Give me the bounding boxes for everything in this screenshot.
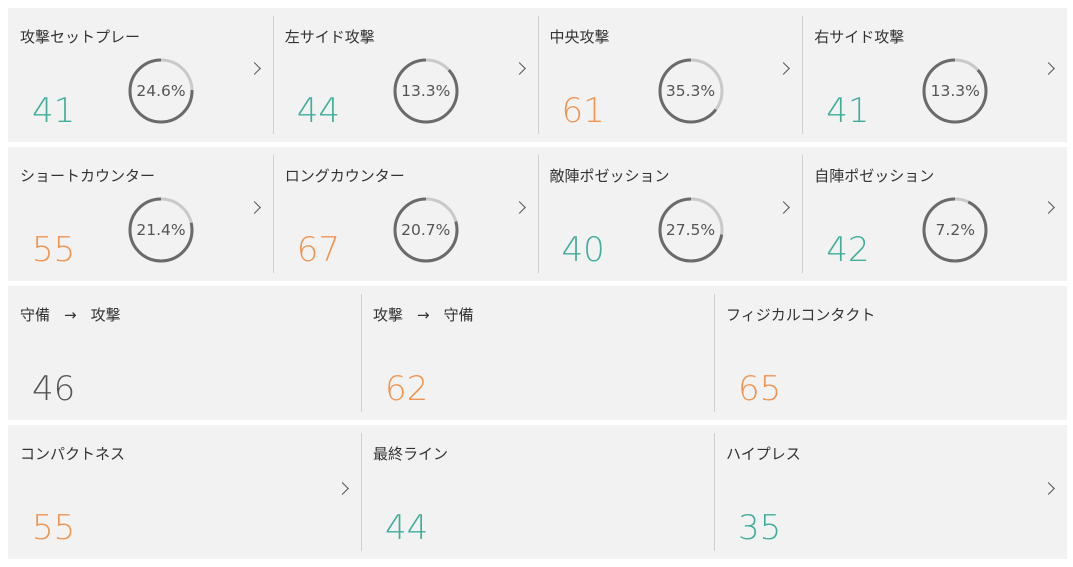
- chevron-right-icon[interactable]: [1042, 62, 1055, 75]
- label-from: 守備: [20, 306, 51, 324]
- card-value: 40: [561, 230, 605, 270]
- card-own-half-possession[interactable]: 自陣ポゼッション 42 7.2%: [802, 147, 1067, 281]
- percentage-ring: 13.3%: [393, 58, 459, 124]
- arrow-right-icon: →: [64, 306, 77, 324]
- percentage-ring: 35.3%: [658, 58, 724, 124]
- label-to: 守備: [443, 306, 474, 324]
- card-label: 中央攻撃: [549, 28, 610, 46]
- card-label: フィジカルコンタクト: [726, 306, 876, 324]
- card-attack-to-defense[interactable]: 攻撃 → 守備 62: [361, 286, 714, 420]
- card-center-attack[interactable]: 中央攻撃 61 35.3%: [537, 8, 803, 142]
- percentage-label: 7.2%: [935, 221, 975, 239]
- card-value: 67: [296, 230, 341, 270]
- card-label: 敵陣ポゼッション: [549, 167, 670, 185]
- card-value: 41: [826, 91, 870, 131]
- attack-pattern-row: 攻撃セットプレー 41 24.6% 左サイド攻撃 44 13.3% 中央攻撃 6…: [8, 8, 1067, 142]
- counter-possession-row: ショートカウンター 55 21.4% ロングカウンター 67 20.7% 敵陣ポ…: [8, 147, 1067, 281]
- percentage-ring: 20.7%: [393, 197, 459, 263]
- percentage-label: 20.7%: [401, 221, 451, 239]
- chevron-right-icon[interactable]: [247, 201, 261, 214]
- card-left-side-attack[interactable]: 左サイド攻撃 44 13.3%: [272, 8, 538, 142]
- percentage-label: 24.6%: [136, 82, 186, 100]
- card-label: ハイプレス: [726, 445, 801, 463]
- card-value: 62: [385, 369, 429, 409]
- card-label: ロングカウンター: [284, 167, 405, 185]
- card-short-counter[interactable]: ショートカウンター 55 21.4%: [8, 147, 273, 281]
- percentage-label: 35.3%: [665, 82, 716, 100]
- percentage-label: 13.3%: [401, 82, 451, 100]
- transition-row: 守備 → 攻撃 46 攻撃 → 守備 62 フィジカルコンタクト 65: [8, 286, 1067, 420]
- card-label: 左サイド攻撃: [284, 28, 375, 46]
- card-label: 最終ライン: [373, 445, 449, 463]
- percentage-ring: 27.5%: [658, 197, 724, 263]
- label-from: 攻撃: [373, 306, 404, 324]
- label-to: 攻撃: [90, 306, 121, 324]
- card-opponent-half-possession[interactable]: 敵陣ポゼッション 40 27.5%: [537, 147, 803, 281]
- card-set-play-attack[interactable]: 攻撃セットプレー 41 24.6%: [8, 8, 273, 142]
- card-label: ショートカウンター: [20, 167, 156, 185]
- card-value: 61: [561, 91, 605, 131]
- card-label: コンパクトネス: [20, 445, 126, 463]
- percentage-label: 27.5%: [665, 221, 716, 239]
- card-value: 46: [32, 369, 76, 409]
- card-final-line[interactable]: 最終ライン 44: [361, 425, 714, 559]
- card-value: 35: [738, 508, 782, 548]
- chevron-right-icon[interactable]: [512, 201, 526, 214]
- card-value: 65: [738, 369, 782, 409]
- card-value: 44: [385, 508, 429, 548]
- card-label: 守備 → 攻撃: [20, 304, 121, 325]
- percentage-ring: 24.6%: [128, 58, 194, 124]
- chevron-right-icon[interactable]: [1042, 201, 1055, 214]
- arrow-right-icon: →: [417, 306, 430, 324]
- card-value: 55: [32, 508, 76, 548]
- card-value: 55: [32, 230, 76, 270]
- percentage-label: 13.3%: [930, 82, 980, 100]
- card-physical-contact[interactable]: フィジカルコンタクト 65: [714, 286, 1067, 420]
- card-label: 右サイド攻撃: [814, 28, 905, 46]
- chevron-right-icon[interactable]: [1042, 482, 1055, 495]
- card-compactness[interactable]: コンパクトネス 55: [8, 425, 361, 559]
- percentage-ring: 21.4%: [128, 197, 194, 263]
- card-value: 41: [32, 91, 76, 131]
- chevron-right-icon[interactable]: [247, 62, 261, 75]
- card-value: 42: [826, 230, 870, 270]
- card-value: 44: [296, 91, 341, 131]
- chevron-right-icon[interactable]: [336, 482, 349, 495]
- card-label: 自陣ポゼッション: [814, 167, 935, 185]
- chevron-right-icon[interactable]: [777, 201, 791, 214]
- chevron-right-icon[interactable]: [777, 62, 791, 75]
- card-high-press[interactable]: ハイプレス 35: [714, 425, 1067, 559]
- card-right-side-attack[interactable]: 右サイド攻撃 41 13.3%: [802, 8, 1067, 142]
- card-long-counter[interactable]: ロングカウンター 67 20.7%: [272, 147, 538, 281]
- defense-shape-row: コンパクトネス 55 最終ライン 44 ハイプレス 35: [8, 425, 1067, 559]
- percentage-ring: 13.3%: [922, 58, 988, 124]
- percentage-label: 21.4%: [136, 221, 186, 239]
- card-label: 攻撃 → 守備: [373, 304, 474, 325]
- card-label: 攻撃セットプレー: [20, 28, 141, 46]
- percentage-ring: 7.2%: [922, 197, 988, 263]
- card-defense-to-attack[interactable]: 守備 → 攻撃 46: [8, 286, 361, 420]
- chevron-right-icon[interactable]: [512, 62, 526, 75]
